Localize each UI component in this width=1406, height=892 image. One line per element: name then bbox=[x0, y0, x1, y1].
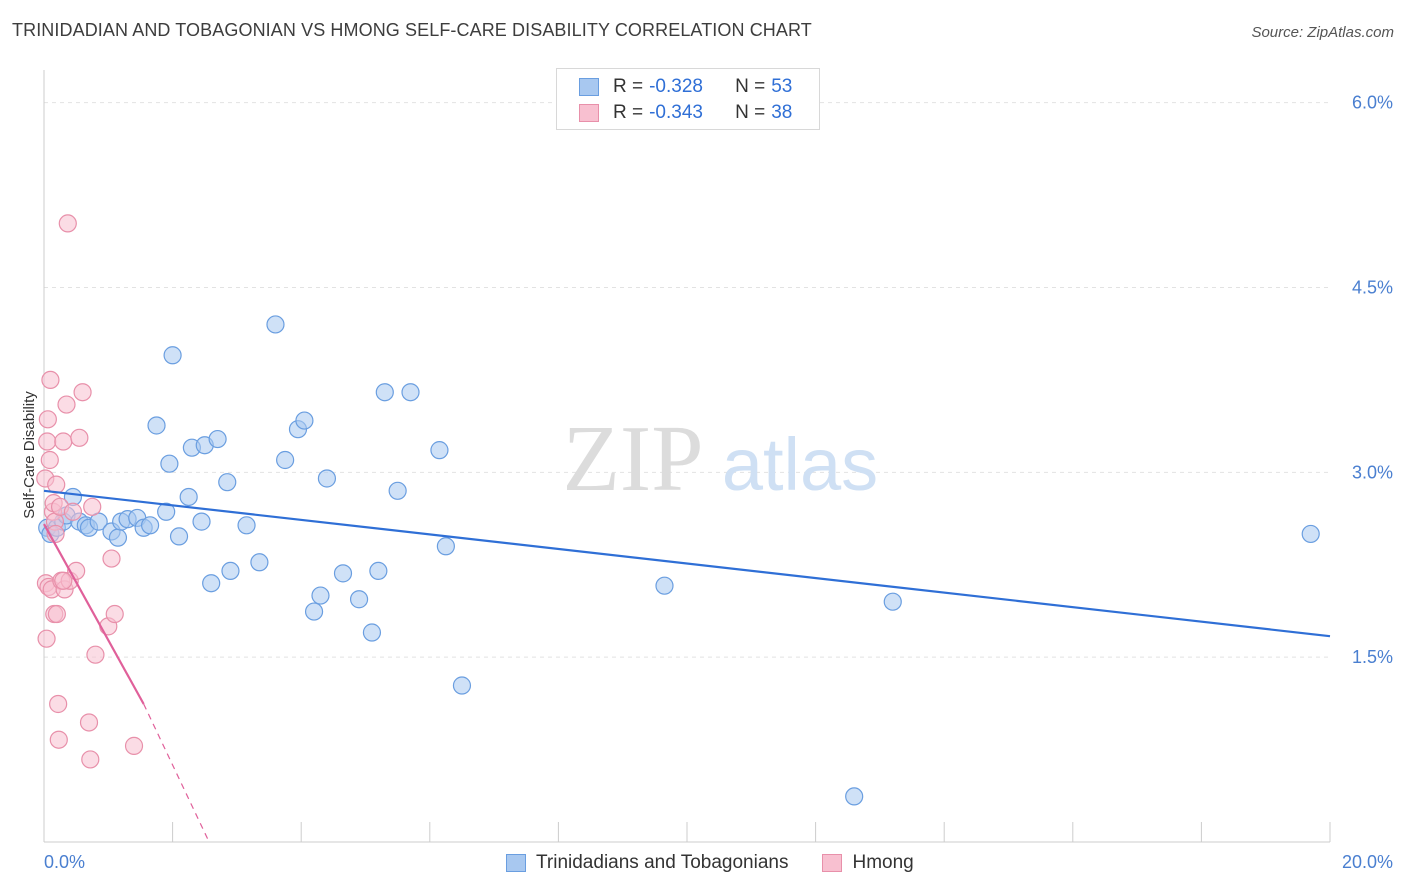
data-point bbox=[179, 487, 198, 507]
data-point bbox=[218, 473, 237, 492]
data-point bbox=[49, 694, 68, 714]
data-point bbox=[452, 676, 472, 695]
data-point bbox=[63, 502, 83, 521]
legend-r-label: R = bbox=[613, 102, 644, 123]
series-trinidadian bbox=[38, 315, 1320, 806]
tick-labels: 1.5% 3.0% 4.5% 6.0% 0.0% 20.0% bbox=[44, 93, 1393, 872]
chart-title: TRINIDADIAN AND TOBAGONIAN VS HMONG SELF… bbox=[12, 20, 812, 40]
bottom-legend-label: Hmong bbox=[852, 852, 914, 873]
data-point bbox=[54, 571, 73, 590]
data-point bbox=[102, 549, 121, 568]
data-point bbox=[266, 315, 285, 334]
data-point bbox=[160, 454, 179, 473]
data-point bbox=[49, 730, 68, 749]
y-axis-label: Self-Care Disability bbox=[21, 391, 38, 519]
watermark-atlas: atlas bbox=[722, 423, 878, 506]
data-point bbox=[401, 383, 420, 402]
data-point bbox=[1301, 524, 1320, 544]
data-point bbox=[430, 441, 449, 460]
legend-n-label: N = bbox=[735, 102, 766, 123]
data-point bbox=[311, 586, 330, 605]
data-point bbox=[221, 561, 240, 581]
data-point bbox=[124, 736, 144, 755]
data-point bbox=[250, 553, 269, 572]
data-point bbox=[73, 383, 92, 402]
x-tick-label-start: 0.0% bbox=[44, 852, 85, 872]
data-point bbox=[57, 395, 76, 414]
data-point bbox=[388, 481, 407, 500]
legend-row-trinidadian: R = -0.328 N = 53 bbox=[579, 75, 792, 99]
data-point bbox=[276, 450, 295, 470]
data-point bbox=[192, 512, 211, 531]
data-point bbox=[317, 469, 337, 488]
source-label: Source: ZipAtlas.com bbox=[1251, 24, 1394, 41]
trend-line-hmong-extension bbox=[143, 703, 209, 840]
data-point bbox=[79, 713, 99, 732]
data-point bbox=[54, 432, 73, 451]
bottom-legend-label: Trinidadians and Tobagonians bbox=[536, 852, 789, 873]
data-point bbox=[208, 429, 227, 449]
data-point bbox=[86, 645, 105, 664]
data-point bbox=[41, 370, 60, 390]
data-point bbox=[58, 214, 77, 233]
legend-n-value: 53 bbox=[771, 76, 793, 97]
y-tick-label: 4.5% bbox=[1352, 277, 1393, 297]
trend-line-hmong bbox=[43, 523, 145, 705]
watermark-zip: ZIP bbox=[563, 407, 704, 511]
y-tick-label: 1.5% bbox=[1352, 647, 1393, 667]
data-point bbox=[157, 502, 176, 521]
data-point bbox=[147, 416, 166, 435]
trend-line-trinidadian bbox=[43, 489, 1331, 638]
y-tick-label: 6.0% bbox=[1352, 93, 1393, 113]
legend-swatch-pink bbox=[579, 104, 599, 122]
bottom-legend-swatch-pink bbox=[822, 854, 843, 872]
data-point bbox=[37, 629, 56, 648]
data-point bbox=[295, 411, 314, 430]
bottom-legend-item-trinidadian: Trinidadians and Tobagonians bbox=[506, 852, 788, 874]
data-point bbox=[845, 787, 864, 806]
bottom-legend-item-hmong: Hmong bbox=[822, 852, 914, 874]
data-point bbox=[304, 602, 324, 621]
data-point bbox=[163, 346, 182, 365]
data-point bbox=[349, 590, 369, 609]
bottom-legend-swatch-blue bbox=[506, 854, 526, 872]
data-point bbox=[333, 564, 353, 583]
bottom-legend: Trinidadians and Tobagonians Hmong bbox=[506, 852, 948, 874]
legend-swatch-blue bbox=[579, 78, 599, 96]
data-point bbox=[436, 537, 455, 556]
data-point bbox=[108, 528, 128, 547]
data-point bbox=[40, 450, 59, 470]
data-point bbox=[38, 432, 57, 451]
data-point bbox=[362, 623, 382, 642]
data-point bbox=[883, 592, 902, 611]
data-point bbox=[70, 428, 89, 447]
trend-lines bbox=[43, 489, 1331, 840]
data-point bbox=[237, 516, 256, 535]
legend-r-value: -0.343 bbox=[649, 102, 703, 123]
legend-n-value: 38 bbox=[771, 102, 793, 123]
data-point bbox=[375, 383, 394, 402]
data-point bbox=[83, 497, 102, 516]
data-point bbox=[38, 410, 57, 429]
data-point bbox=[81, 750, 100, 769]
data-point bbox=[369, 561, 388, 581]
data-point bbox=[140, 516, 160, 535]
legend-row-hmong: R = -0.343 N = 38 bbox=[579, 101, 792, 125]
data-point bbox=[169, 527, 189, 546]
legend: R = -0.328 N = 53 R = -0.343 N = 38 bbox=[556, 68, 820, 130]
y-tick-label: 3.0% bbox=[1352, 462, 1393, 482]
legend-n-label: N = bbox=[735, 76, 766, 97]
legend-r-value: -0.328 bbox=[649, 76, 703, 97]
data-point bbox=[105, 604, 124, 624]
data-point bbox=[202, 574, 221, 593]
data-points bbox=[36, 214, 1320, 806]
watermark: ZIP atlas bbox=[563, 407, 879, 511]
x-tick-label-end: 20.0% bbox=[1342, 852, 1393, 872]
data-point bbox=[655, 576, 674, 595]
legend-r-label: R = bbox=[613, 76, 644, 97]
series-hmong bbox=[36, 214, 144, 769]
data-point bbox=[47, 604, 66, 624]
